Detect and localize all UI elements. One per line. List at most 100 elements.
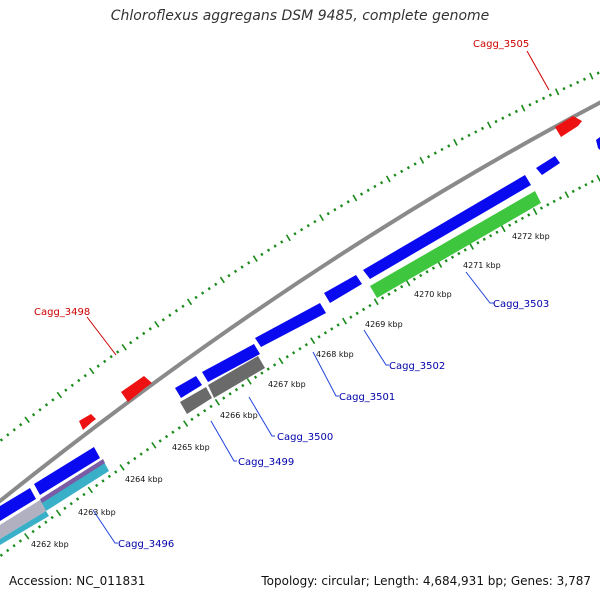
outer-track-minor-tick [548, 93, 552, 97]
gene-label-cagg-3501[interactable]: Cagg_3501 [339, 392, 395, 403]
outer-track-minor-tick [494, 119, 498, 124]
gene-label-cagg-3503[interactable]: Cagg_3503 [493, 299, 549, 310]
outer-track-major-tick [453, 138, 458, 146]
inner-track-minor-tick [400, 284, 404, 289]
inner-track-major-tick [532, 208, 538, 215]
gene-label-cagg-3500[interactable]: Cagg_3500 [277, 432, 333, 443]
inner-track-minor-tick [431, 266, 436, 270]
rna-feature-small[interactable] [79, 414, 96, 430]
inner-track-minor-tick [82, 492, 86, 497]
outer-track-minor-tick [528, 103, 532, 107]
scale-labels: 4262 kbp 4263 kbp 4264 kbp 4265 kbp 4266… [31, 232, 550, 549]
inner-track-minor-tick [450, 255, 455, 259]
inner-track-minor-tick [546, 203, 550, 207]
cds-feature-f[interactable] [0, 488, 36, 524]
outer-track-minor-tick [247, 261, 251, 265]
cds-feature-a[interactable] [536, 156, 560, 175]
genome-summary-text: Topology: circular; Length: 4,684,931 bp… [261, 574, 591, 588]
outer-track-minor-tick [201, 291, 205, 295]
inner-track-minor-tick [164, 434, 169, 439]
cds-feature-large[interactable] [363, 175, 531, 279]
inner-track-minor-tick [234, 387, 239, 392]
inner-track-minor-tick [425, 270, 429, 274]
inner-track-major-tick [310, 337, 316, 345]
gene-label-cagg-3499[interactable]: Cagg_3499 [238, 457, 294, 468]
outer-track-minor-tick [38, 408, 42, 412]
outer-track-minor-tick [109, 354, 113, 359]
cds-feature-e[interactable] [34, 447, 100, 495]
outer-track-minor-tick [148, 327, 152, 331]
outer-track-minor-tick [31, 413, 36, 417]
scale-label-4271: 4271 kbp [463, 261, 501, 270]
rna-feature-cagg-3498[interactable] [121, 376, 152, 402]
outer-track-minor-tick [181, 304, 185, 308]
outer-track-major-tick [486, 121, 492, 129]
outer-track-minor-tick [333, 208, 337, 212]
inner-track-major-tick [437, 261, 443, 268]
cds-feature-b[interactable] [324, 275, 362, 303]
inner-track-minor-tick [323, 331, 328, 335]
outer-track-minor-tick [207, 286, 211, 291]
outer-track-minor-tick [379, 180, 384, 185]
pseudogene-cagg-3500[interactable] [208, 356, 265, 398]
outer-track-minor-tick [339, 204, 344, 208]
inner-track-minor-tick [253, 375, 258, 379]
leader-cagg-3500 [248, 396, 275, 437]
outer-track-major-tick [186, 298, 193, 306]
cds-feature-cyan-band[interactable] [0, 511, 49, 548]
cds-feature-cagg-3501[interactable] [255, 303, 326, 347]
cds-feature-cagg-3503[interactable] [370, 191, 541, 298]
inner-track-minor-tick [349, 315, 353, 319]
outer-track-minor-tick [508, 113, 512, 117]
outer-track-major-tick [89, 367, 95, 375]
outer-track-minor-tick [293, 232, 297, 236]
inner-track-minor-tick [75, 497, 80, 501]
outer-track-major-tick [121, 344, 127, 351]
pseudogene-cagg-3499[interactable] [180, 387, 212, 414]
outer-track-minor-tick [266, 248, 271, 252]
gene-label-cagg-3505[interactable]: Cagg_3505 [473, 39, 529, 50]
outer-track-major-tick [285, 234, 291, 242]
cds-feature-d[interactable] [175, 376, 202, 398]
inner-track-minor-tick [241, 383, 245, 388]
inner-track-minor-tick [31, 529, 35, 534]
cds-feature-c[interactable] [202, 344, 260, 382]
inner-track-minor-tick [527, 213, 531, 217]
inner-track-major-tick [246, 377, 252, 385]
outer-track-minor-tick [474, 130, 478, 134]
rna-feature-cagg-3505[interactable] [555, 116, 582, 137]
inner-track-minor-tick [222, 396, 226, 400]
outer-track-minor-tick [306, 223, 310, 228]
cds-feature-cagg-3496-cyan[interactable] [40, 460, 109, 511]
inner-track-major-tick [87, 486, 93, 494]
outer-track-minor-tick [440, 147, 444, 152]
inner-track-minor-tick [495, 230, 499, 234]
inner-track-major-tick [151, 441, 157, 449]
outer-track-minor-tick [373, 184, 377, 189]
inner-track-minor-tick [298, 347, 302, 351]
inner-track-minor-tick [584, 183, 588, 187]
inner-track-minor-tick [508, 223, 512, 227]
gene-label-cagg-3502[interactable]: Cagg_3502 [389, 361, 445, 372]
gene-label-cagg-3496[interactable]: Cagg_3496 [118, 539, 174, 550]
inner-track-minor-tick [444, 259, 448, 263]
outer-track-minor-tick [44, 403, 49, 407]
inner-track-major-tick [341, 317, 347, 325]
cds-feature-edge[interactable] [596, 137, 600, 150]
outer-track-minor-tick [576, 80, 580, 84]
cds-feature-gray-band[interactable] [0, 500, 46, 542]
outer-track-minor-tick [135, 336, 139, 340]
inner-track-minor-tick [514, 220, 518, 224]
outer-track-minor-tick [582, 77, 587, 81]
outer-track-minor-tick [542, 96, 546, 100]
cds-feature-cagg-3496-purple[interactable] [40, 459, 105, 503]
inner-track-minor-tick [380, 296, 385, 300]
inner-track-minor-tick [590, 179, 594, 184]
outer-track-minor-tick [51, 398, 55, 402]
gene-label-cagg-3498[interactable]: Cagg_3498 [34, 307, 90, 318]
outer-track-minor-tick [596, 71, 600, 75]
inner-track-minor-tick [266, 367, 270, 371]
outer-track-minor-tick [142, 331, 146, 336]
scale-label-4264: 4264 kbp [125, 475, 163, 484]
